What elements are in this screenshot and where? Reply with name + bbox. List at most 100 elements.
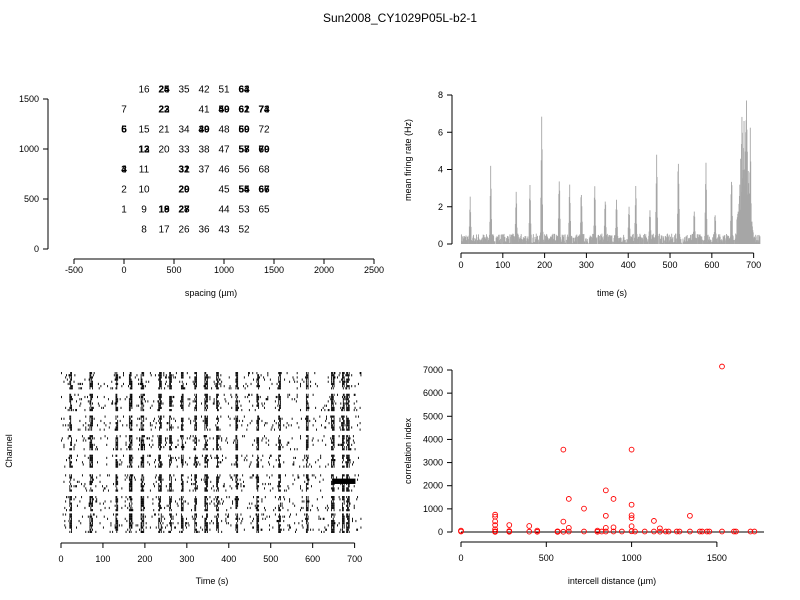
spike: [303, 500, 305, 503]
spike: [89, 517, 91, 520]
spike: [348, 496, 350, 499]
spike: [131, 382, 133, 386]
spike: [332, 426, 334, 429]
spike: [357, 474, 359, 477]
scatter-point: [526, 528, 533, 535]
y-tick-label: 0: [438, 239, 443, 249]
spike: [236, 398, 238, 401]
spike: [257, 478, 259, 481]
spike: [69, 461, 71, 464]
spike: [346, 398, 348, 401]
spike: [305, 400, 307, 403]
spike: [346, 465, 348, 468]
spike: [209, 398, 211, 401]
spike: [347, 406, 348, 409]
spike: [256, 502, 258, 505]
spike: [90, 459, 92, 462]
spike: [236, 515, 238, 518]
spike: [271, 382, 273, 386]
spike: [76, 454, 78, 457]
spike: [64, 524, 66, 527]
spike: [347, 417, 349, 420]
spike: [338, 374, 340, 377]
spike: [302, 526, 304, 529]
spike: [117, 400, 119, 403]
spike: [149, 424, 151, 427]
spike: [256, 378, 258, 381]
spike: [257, 402, 259, 405]
spike: [92, 406, 94, 409]
spike: [327, 380, 329, 383]
spike: [70, 385, 72, 388]
spike: [116, 443, 118, 446]
spike: [277, 387, 279, 390]
scatter-point: [506, 522, 513, 528]
spike: [342, 489, 343, 492]
spike: [90, 422, 92, 425]
spike: [346, 524, 348, 527]
spike: [300, 506, 302, 510]
spike: [182, 519, 184, 523]
spike: [307, 380, 309, 383]
scatter-point: [651, 518, 657, 524]
spike: [307, 395, 309, 399]
spike: [243, 528, 245, 531]
spike: [194, 482, 196, 486]
spike: [131, 513, 133, 516]
spike: [333, 443, 335, 446]
spike: [342, 406, 344, 409]
spike: [278, 439, 280, 442]
spike: [332, 519, 334, 523]
spike: [76, 504, 78, 507]
spike: [182, 437, 184, 440]
spike: [128, 439, 130, 442]
spike: [140, 422, 142, 425]
spike: [181, 502, 183, 505]
spike: [180, 517, 182, 520]
spike: [333, 374, 335, 377]
spike: [346, 439, 348, 442]
spike: [169, 482, 171, 486]
spike: [236, 487, 238, 490]
spike: [346, 500, 348, 503]
spike: [96, 445, 98, 449]
spike: [342, 485, 343, 488]
spike: [288, 528, 290, 531]
spike: [347, 509, 349, 512]
spike: [174, 526, 176, 529]
spike: [316, 385, 318, 388]
spike: [236, 382, 238, 386]
electrode-label: 12: [138, 145, 150, 156]
spike: [279, 461, 281, 464]
spike: [131, 482, 133, 486]
spike: [332, 404, 334, 407]
spike: [313, 474, 315, 477]
spike: [140, 478, 142, 481]
spike: [159, 485, 161, 488]
spike: [159, 424, 161, 427]
spike: [103, 428, 105, 431]
spike: [205, 454, 207, 457]
spike: [91, 378, 93, 381]
spike: [331, 506, 333, 510]
spike: [360, 372, 362, 375]
spike: [348, 406, 350, 409]
spike: [206, 382, 208, 386]
spike: [312, 443, 314, 446]
spike: [110, 500, 112, 503]
spike: [222, 500, 224, 503]
spike: [279, 406, 281, 409]
spike: [182, 528, 184, 531]
spike: [331, 465, 333, 468]
spike: [341, 415, 343, 418]
spike: [90, 395, 92, 399]
spike: [305, 489, 307, 492]
spike: [170, 424, 172, 427]
spike: [130, 372, 132, 375]
spike: [167, 385, 169, 388]
electrode-label: 18: [158, 205, 170, 216]
spike: [217, 524, 218, 527]
spike: [204, 445, 206, 449]
spike: [236, 476, 238, 479]
spike: [141, 385, 143, 388]
